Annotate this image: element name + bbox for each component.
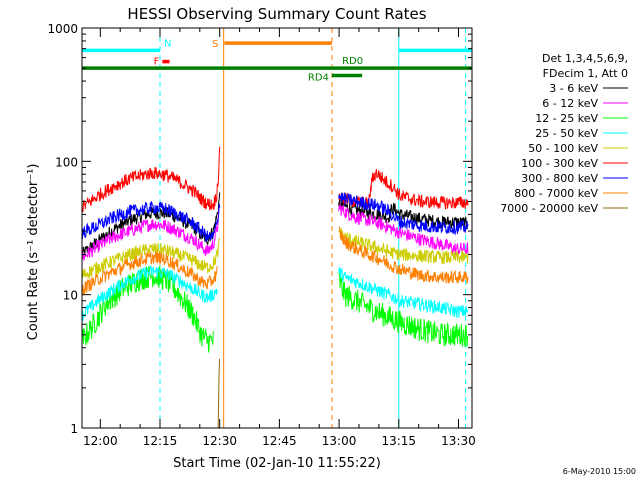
x-tick-label-3: 12:45 bbox=[262, 434, 297, 448]
series-line-1-segment-1 bbox=[338, 203, 469, 255]
x-tick-label-0: 12:00 bbox=[83, 434, 118, 448]
legend-header-1: FDecim 1, Att 0 bbox=[543, 67, 628, 80]
x-axis-label: Start Time (02-Jan-10 11:55:22) bbox=[173, 456, 381, 471]
flag-label-n: N bbox=[164, 38, 171, 49]
flag-label-rd4: RD4 bbox=[308, 73, 329, 84]
legend-label-1: 6 - 12 keV bbox=[542, 97, 598, 110]
series-line-3-segment-0 bbox=[81, 265, 218, 322]
plot-frame bbox=[81, 27, 473, 429]
y-axis-label: Count Rate (s⁻¹ detector⁻¹) bbox=[26, 164, 41, 341]
series-line-8-segment-0 bbox=[217, 358, 220, 429]
series-line-1-segment-0 bbox=[81, 205, 221, 262]
legend-label-5: 100 - 300 keV bbox=[521, 157, 598, 170]
y-tick-label-0: 1 bbox=[70, 422, 78, 436]
legend-label-7: 800 - 7000 keV bbox=[514, 187, 598, 200]
legend-label-4: 50 - 100 keV bbox=[528, 142, 598, 155]
legend-label-0: 3 - 6 keV bbox=[549, 82, 598, 95]
series-line-4-segment-0 bbox=[81, 237, 221, 279]
legend-label-2: 12 - 25 keV bbox=[535, 112, 598, 125]
series-line-7-segment-0 bbox=[81, 250, 218, 296]
x-tick-label-5: 13:15 bbox=[381, 434, 416, 448]
flag-label-s: S bbox=[212, 39, 218, 50]
legend: Det 1,3,4,5,6,9, FDecim 1, Att 0 3 - 6 keV… bbox=[500, 52, 628, 215]
series-line-7-segment-1 bbox=[338, 226, 469, 284]
series-line-2-segment-1 bbox=[338, 272, 469, 347]
y-tick-label-3: 1000 bbox=[47, 22, 78, 36]
legend-header-0: Det 1,3,4,5,6,9, bbox=[542, 52, 628, 65]
series-line-0-segment-0 bbox=[81, 192, 221, 257]
series-line-6-segment-1 bbox=[338, 192, 469, 236]
footer-date: 6-May-2010 15:00 bbox=[563, 467, 636, 476]
series-line-5-segment-0 bbox=[81, 146, 221, 213]
legend-label-3: 25 - 50 keV bbox=[535, 127, 598, 140]
series-line-3-segment-1 bbox=[338, 266, 469, 318]
y-tick-label-1: 10 bbox=[63, 289, 78, 303]
legend-label-8: 7000 - 20000 keV bbox=[500, 202, 598, 215]
series-line-4-segment-1 bbox=[338, 227, 469, 265]
x-tick-label-6: 13:30 bbox=[441, 434, 476, 448]
flag-label-rd0: RD0 bbox=[342, 56, 363, 67]
flag-label-f: F bbox=[154, 57, 160, 68]
x-tick-label-1: 12:15 bbox=[143, 434, 178, 448]
y-tick-label-2: 100 bbox=[55, 155, 78, 169]
chart-title: HESSI Observing Summary Count Rates bbox=[127, 5, 426, 23]
legend-label-6: 300 - 800 keV bbox=[521, 172, 598, 185]
x-tick-label-2: 12:30 bbox=[202, 434, 237, 448]
x-tick-label-4: 13:00 bbox=[322, 434, 357, 448]
plot-area: NF S RD0 RD4 12:00 12:15 12:30 12:45 13:00 13:15 1… bbox=[47, 22, 475, 448]
series-line-6-segment-0 bbox=[81, 201, 221, 242]
